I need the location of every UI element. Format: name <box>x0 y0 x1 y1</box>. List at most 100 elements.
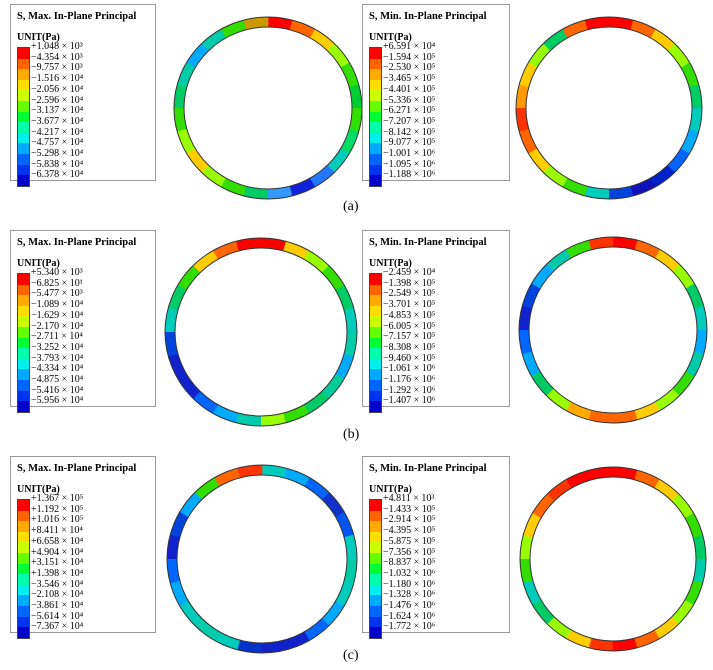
legend-swatch <box>18 521 29 532</box>
legend-swatch <box>18 552 29 564</box>
legend-swatch <box>370 401 381 412</box>
ring-segment <box>168 284 187 311</box>
legend-value: +1.192 × 10⁵ <box>31 503 84 515</box>
legend-swatch <box>370 627 381 638</box>
legend-swatch <box>370 111 381 123</box>
legend-value: −4.217 × 10⁴ <box>31 126 84 138</box>
legend-swatch <box>18 337 29 349</box>
legend-value: −1.292 × 10⁶ <box>383 384 436 396</box>
ring-segment <box>547 479 572 502</box>
ring-segment <box>214 468 241 487</box>
ring-segment <box>235 413 261 426</box>
ring-segment <box>546 388 571 411</box>
ring-segment <box>694 305 707 331</box>
ring-segment <box>672 264 695 289</box>
legend-value: −1.180 × 10⁶ <box>383 578 436 590</box>
legend-value: +6.658 × 10⁴ <box>31 535 84 547</box>
ring-outer-edge <box>518 236 708 424</box>
legend-swatch <box>18 305 29 317</box>
ring-segment <box>349 108 362 132</box>
ring-segment <box>177 62 196 88</box>
legend-value: −2.914 × 10⁵ <box>383 514 436 526</box>
legend-swatch <box>370 305 381 317</box>
ring-segment <box>654 479 680 502</box>
ring-segment <box>212 404 239 423</box>
legend-value: −7.356 × 10⁵ <box>383 546 436 558</box>
ring-segment <box>566 629 592 648</box>
ring-segment <box>309 165 335 187</box>
stress-ring-b-right <box>518 236 708 424</box>
ring-segment <box>186 43 209 68</box>
ring-segment <box>520 534 533 559</box>
legend-swatch <box>18 616 29 628</box>
ring-segment <box>634 401 660 420</box>
legend-values: +6.591 × 10⁴ −1.594 × 10⁵ −2.530 × 10⁵ −… <box>383 41 436 181</box>
legend-swatch <box>370 542 381 553</box>
legend-swatch <box>18 401 29 412</box>
legend-value: −1.594 × 10⁵ <box>383 51 436 63</box>
ring-segment <box>193 250 219 273</box>
ring-segment <box>654 388 680 411</box>
legend-swatch <box>18 574 29 585</box>
legend-value: +6.591 × 10⁴ <box>383 41 436 52</box>
ring-segment <box>236 238 262 251</box>
legend-value: −3.546 × 10⁴ <box>31 578 84 590</box>
ring-segment <box>654 616 679 639</box>
ring-inner-edge <box>174 247 348 417</box>
ring-segment <box>516 107 529 132</box>
legend-b-right: S, Min. In-Plane Principal UNIT(Pa) −2.4… <box>362 230 510 413</box>
legend-swatch <box>18 153 29 165</box>
ring-segment <box>177 373 201 399</box>
legend-swatch <box>370 337 381 349</box>
legend-value: −1.188 × 10⁶ <box>383 169 436 181</box>
legend-value: −4.334 × 10⁴ <box>31 363 84 375</box>
ring-segment <box>612 410 638 423</box>
legend-unit: UNIT(Pa) <box>369 484 412 495</box>
legend-swatch <box>370 79 381 91</box>
legend-value: −1.398 × 10⁵ <box>383 277 436 289</box>
legend-value: −2.459 × 10⁴ <box>383 267 436 278</box>
legend-swatch <box>370 132 381 144</box>
ring-segment <box>168 353 187 379</box>
legend-value: −9.460 × 10⁵ <box>383 352 436 364</box>
ring-segment <box>304 477 330 500</box>
caption-c: (c) <box>343 648 359 663</box>
ring-segment <box>528 148 551 173</box>
ring-segment <box>213 241 240 260</box>
legend-value: −4.757 × 10⁴ <box>31 137 84 149</box>
legend-swatch <box>370 595 381 606</box>
legend-swatch <box>18 274 29 285</box>
ring-segment <box>179 492 203 517</box>
ring-segment <box>304 250 330 273</box>
legend-value: −1.328 × 10⁶ <box>383 589 436 601</box>
legend-value: +8.411 × 10⁴ <box>31 525 83 537</box>
legend-value: +1.048 × 10³ <box>31 41 83 52</box>
ring-segment <box>335 580 354 607</box>
legend-title: S, Min. In-Plane Principal <box>369 463 487 474</box>
legend-values: −2.459 × 10⁴ −1.398 × 10⁵ −2.549 × 10⁵ −… <box>383 267 436 407</box>
legend-swatch <box>18 48 29 59</box>
legend-swatch <box>18 100 29 112</box>
legend-value: −1.407 × 10⁶ <box>383 395 436 407</box>
legend-value: −1.032 × 10⁶ <box>383 567 436 579</box>
legend-value: −4.875 × 10⁴ <box>31 374 84 386</box>
legend-swatch <box>18 390 29 402</box>
ring-segment <box>667 148 690 173</box>
legend-swatch <box>18 500 29 511</box>
stress-ring-a-left <box>173 16 363 200</box>
legend-swatch <box>370 69 381 80</box>
legend-value: −6.825 × 10¹ <box>31 277 83 289</box>
legend-swatch <box>370 348 381 359</box>
legend-values: +1.048 × 10³ −4.354 × 10³ −9.757 × 10³ −… <box>31 41 84 181</box>
legend-value: −6.271 × 10⁵ <box>383 105 436 117</box>
ring-segment <box>667 43 690 68</box>
legend-c-right: S, Min. In-Plane Principal UNIT(Pa) +4.8… <box>362 456 510 639</box>
ring-segment <box>321 601 345 626</box>
legend-value: −4.395 × 10⁵ <box>383 525 436 537</box>
legend-colorbar <box>369 47 382 187</box>
legend-swatch <box>370 153 381 165</box>
legend-swatch <box>18 284 29 296</box>
legend-swatch <box>370 574 381 585</box>
ring-segment <box>588 237 614 250</box>
legend-unit: UNIT(Pa) <box>369 258 412 269</box>
